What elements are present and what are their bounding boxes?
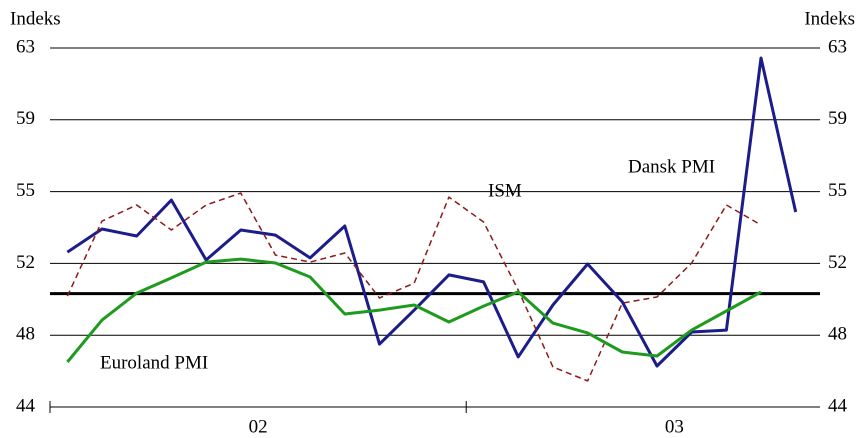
y-tick-label: 55 (16, 180, 35, 201)
y2-tick-label: 63 (828, 36, 847, 57)
series-line (66, 192, 762, 382)
y2-axis-title: Indeks (804, 8, 855, 29)
y-tick-label: 63 (16, 36, 35, 57)
series-line (66, 56, 798, 368)
series-label: ISM (488, 180, 522, 201)
y2-tick-label: 55 (828, 180, 847, 201)
y2-tick-label: 52 (828, 252, 847, 273)
y-tick-label: 52 (16, 252, 35, 273)
series-line (66, 257, 762, 363)
y-tick-label: 44 (16, 395, 36, 416)
series-label: Euroland PMI (100, 352, 208, 373)
series-label: Dansk PMI (628, 156, 715, 177)
y-tick-label: 59 (16, 108, 35, 129)
x-tick-label: 02 (249, 416, 268, 437)
y-tick-label: 48 (16, 324, 35, 345)
y2-tick-label: 44 (828, 395, 848, 416)
y-axis-title: Indeks (10, 8, 61, 29)
y2-tick-label: 48 (828, 324, 847, 345)
y2-tick-label: 59 (828, 108, 847, 129)
x-tick-label: 03 (665, 416, 684, 437)
